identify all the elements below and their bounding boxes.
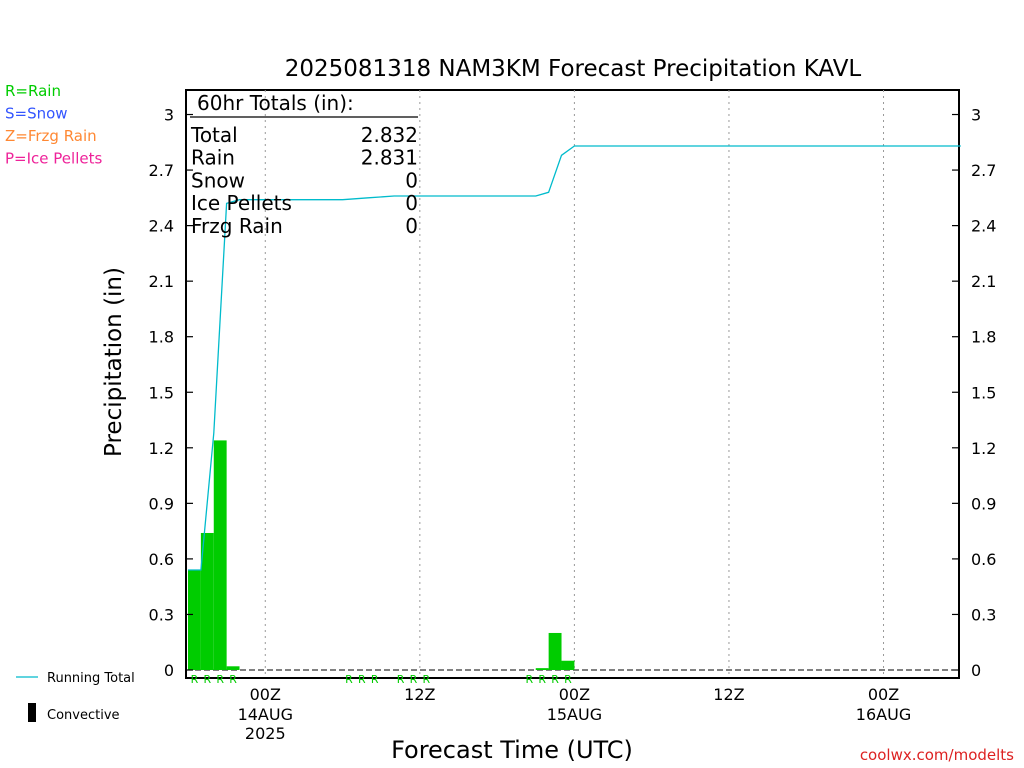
rain-bar-5	[548, 632, 562, 670]
totals-row-value-3: 0	[405, 191, 418, 215]
ptype-marker-4: R	[345, 673, 353, 686]
xtick-label-2: 00Z	[559, 685, 590, 704]
ytick-right-label-7: 2.1	[971, 272, 996, 291]
ptype-legend-item-0: R=Rain	[5, 82, 61, 100]
ytick-right-label-2: 0.6	[971, 550, 996, 569]
convective-legend-swatch	[28, 703, 36, 722]
totals-row-value-4: 0	[405, 214, 418, 238]
credit-text: coolwx.com/modelts	[860, 746, 1014, 764]
ytick-left-label-7: 2.1	[149, 272, 174, 291]
totals-row-label-2: Snow	[191, 168, 245, 192]
xtick-date-4: 16AUG	[856, 705, 911, 724]
totals-row-label-3: Ice Pellets	[191, 191, 292, 215]
totals-header: 60hr Totals (in):	[197, 91, 354, 115]
ptype-legend: R=Rain S=Snow Z=Frzg Rain P=Ice Pellets	[5, 82, 102, 168]
ytick-right-label-9: 2.7	[971, 161, 996, 180]
ytick-left-label-3: 0.9	[149, 494, 174, 513]
ptype-marker-9: R	[422, 673, 430, 686]
ytick-left-label-2: 0.6	[149, 550, 174, 569]
totals-row-label-4: Frzg Rain	[191, 214, 283, 238]
series-legend: Running Total Convective	[16, 671, 135, 723]
rain-bars	[188, 440, 575, 670]
ytick-left-label-8: 2.4	[149, 217, 174, 236]
xtick-date-0: 14AUG	[238, 705, 293, 724]
rain-bar-0	[188, 570, 201, 670]
ptype-marker-5: R	[358, 673, 366, 686]
xtick-label-0: 00Z	[250, 685, 281, 704]
totals-row-value-0: 2.832	[361, 123, 418, 147]
rain-bar-1	[200, 532, 214, 670]
ytick-right-label-3: 0.9	[971, 494, 996, 513]
ptype-marker-0: R	[191, 673, 199, 686]
ytick-right-label-10: 3	[971, 106, 981, 125]
ptype-legend-item-2: Z=Frzg Rain	[5, 127, 97, 145]
ytick-left-label-1: 0.3	[149, 605, 174, 624]
chart-title: 2025081318 NAM3KM Forecast Precipitation…	[285, 56, 862, 82]
ptype-marker-6: R	[371, 673, 379, 686]
ptype-legend-item-1: S=Snow	[5, 105, 68, 123]
xtick-label-3: 12Z	[713, 685, 744, 704]
ptype-marker-10: R	[525, 673, 533, 686]
rain-bar-4	[535, 668, 549, 670]
ytick-right-label-8: 2.4	[971, 217, 996, 236]
ptype-marker-12: R	[551, 673, 559, 686]
ytick-left-label-9: 2.7	[149, 161, 174, 180]
totals-row-label-1: Rain	[191, 146, 235, 170]
totals-row-value-1: 2.831	[361, 146, 418, 170]
convective-legend-label: Convective	[47, 708, 120, 723]
y-axis-ticks: 0 00.3 0.30.6 0.60.9 0.91.2 1.21.5 1.51.8 1.82.…	[149, 106, 997, 680]
ytick-left-label-0: 0	[164, 661, 174, 680]
running-total-polyline	[188, 145, 961, 571]
ptype-marker-7: R	[397, 673, 405, 686]
ptype-marker-3: R	[229, 673, 237, 686]
xtick-label-1: 12Z	[404, 685, 435, 704]
totals-box: 60hr Totals (in): Total 2.832 Rain 2.831 Sno…	[190, 91, 418, 238]
running-total-legend-label: Running Total	[47, 671, 135, 686]
ptype-marker-13: R	[564, 673, 572, 686]
ytick-right-label-6: 1.8	[971, 328, 996, 347]
x-axis-label: Forecast Time (UTC)	[391, 736, 633, 764]
xtick-date-2: 15AUG	[547, 705, 602, 724]
rain-bar-2	[213, 440, 227, 670]
ytick-left-label-5: 1.5	[149, 383, 174, 402]
ptype-marker-8: R	[410, 673, 418, 686]
rain-bar-6	[561, 660, 575, 670]
ytick-right-label-1: 0.3	[971, 605, 996, 624]
ytick-right-label-0: 0	[971, 661, 981, 680]
ytick-right-label-5: 1.5	[971, 383, 996, 402]
grid-lines	[186, 90, 959, 678]
ytick-left-label-6: 1.8	[149, 328, 174, 347]
ytick-left-label-10: 3	[164, 106, 174, 125]
ptype-legend-item-3: P=Ice Pellets	[5, 150, 102, 168]
ptype-marker-11: R	[538, 673, 546, 686]
xtick-label-4: 00Z	[868, 685, 899, 704]
plot-frame	[185, 89, 960, 679]
ptype-marker-2: R	[216, 673, 224, 686]
totals-row-label-0: Total	[190, 123, 238, 147]
running-total-line	[188, 145, 961, 571]
totals-row-value-2: 0	[405, 168, 418, 192]
rain-bar-3	[226, 666, 240, 670]
xtick-year-0: 2025	[245, 724, 286, 743]
ytick-right-label-4: 1.2	[971, 439, 996, 458]
ptype-marker-1: R	[203, 673, 211, 686]
ytick-left-label-4: 1.2	[149, 439, 174, 458]
y-axis-label: Precipitation (in)	[101, 267, 127, 457]
